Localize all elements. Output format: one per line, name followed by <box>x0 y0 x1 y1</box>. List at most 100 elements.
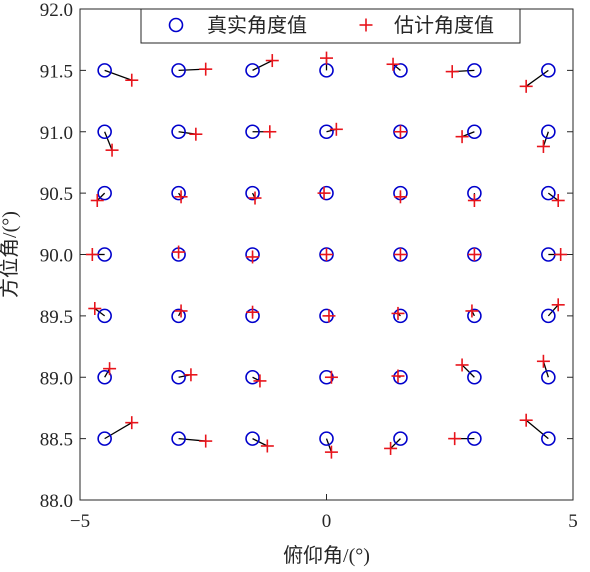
true-point-29 <box>171 308 186 324</box>
error-link-35 <box>104 368 111 378</box>
estimated-point-35 <box>103 362 117 376</box>
true-point-32 <box>393 308 408 324</box>
estimated-point-28 <box>88 302 102 316</box>
estimated-point-6 <box>519 79 533 93</box>
estimated-point-26 <box>467 248 481 261</box>
y-tick-label-7: 91.5 <box>40 61 73 82</box>
estimated-point-22 <box>172 245 186 259</box>
y-tick-label-8: 92.0 <box>40 0 73 21</box>
true-point-20 <box>541 185 556 201</box>
estimated-point-3 <box>320 51 333 65</box>
estimated-point-29 <box>174 304 188 318</box>
y-tick-labels: 88.0 88.5 89.0 89.5 90.0 90.5 91.0 91.5 92.0 <box>40 0 73 512</box>
legend-label-estimated: 估计角度值 <box>394 14 494 37</box>
estimated-point-18 <box>393 190 407 204</box>
true-point-12 <box>467 124 482 140</box>
estimated-point-32 <box>391 306 405 320</box>
error-link-40 <box>461 364 475 378</box>
estimated-point-48 <box>519 413 533 427</box>
x-tick-label-1: 0 <box>322 511 332 532</box>
estimated-point-9 <box>263 125 277 139</box>
estimated-point-10 <box>329 122 343 136</box>
estimated-point-25 <box>393 248 407 261</box>
estimated-point-2 <box>265 54 279 68</box>
true-point-34 <box>541 308 556 324</box>
estimated-point-41 <box>536 354 550 368</box>
estimated-point-1 <box>199 62 213 76</box>
true-point-28 <box>97 308 112 324</box>
true-point-48 <box>541 431 556 446</box>
true-point-43 <box>171 431 186 446</box>
estimated-point-5 <box>445 65 459 79</box>
y-tick-label-0: 88.0 <box>40 491 73 512</box>
x-axis-label: 俯仰角/(°) <box>283 544 370 567</box>
estimated-point-42 <box>125 416 139 430</box>
true-point-35 <box>97 369 112 385</box>
estimated-point-13 <box>536 139 550 153</box>
estimated-point-19 <box>467 193 481 207</box>
true-point-9 <box>245 124 260 140</box>
true-point-2 <box>245 63 260 78</box>
y-tick-label-5: 90.5 <box>40 184 73 205</box>
estimated-point-15 <box>174 190 188 204</box>
estimated-point-17 <box>317 186 331 200</box>
error-link-14 <box>96 192 106 201</box>
legend-box <box>140 8 521 44</box>
estimated-point-45 <box>324 445 338 459</box>
estimated-point-39 <box>391 369 405 383</box>
estimated-point-12 <box>455 130 469 144</box>
error-link-41 <box>542 361 549 378</box>
estimated-point-44 <box>260 439 274 453</box>
estimated-point-0 <box>125 73 139 87</box>
estimated-point-46 <box>384 441 398 455</box>
true-point-41 <box>541 369 556 385</box>
estimated-point-24 <box>320 248 333 261</box>
true-point-33 <box>467 308 482 324</box>
legend-circle-marker <box>168 17 184 33</box>
true-point-7 <box>97 124 112 140</box>
true-point-47 <box>467 431 482 446</box>
estimated-point-31 <box>322 309 336 323</box>
error-link-2 <box>252 59 273 71</box>
true-point-13 <box>541 124 556 140</box>
true-point-40 <box>467 369 482 385</box>
error-link-13 <box>542 131 549 147</box>
estimated-point-27 <box>554 248 568 261</box>
error-link-0 <box>104 69 132 81</box>
estimated-point-16 <box>248 191 262 205</box>
true-point-10 <box>319 124 334 140</box>
true-point-15 <box>171 185 186 201</box>
estimated-angle-points <box>85 51 568 459</box>
estimated-point-34 <box>551 298 565 312</box>
x-tick-label-2: 5 <box>568 511 578 532</box>
error-link-34 <box>547 304 559 317</box>
true-point-42 <box>97 431 112 446</box>
legend: 真实角度值 估计角度值 <box>140 8 521 44</box>
y-tick-label-4: 90.0 <box>40 246 73 267</box>
estimated-point-20 <box>551 193 565 207</box>
error-link-48 <box>525 419 549 440</box>
estimated-point-36 <box>184 368 198 382</box>
true-point-0 <box>97 63 112 78</box>
true-point-16 <box>245 185 260 201</box>
true-point-45 <box>319 431 334 446</box>
estimated-point-8 <box>189 127 203 141</box>
error-link-44 <box>252 438 268 447</box>
true-point-14 <box>97 185 112 201</box>
estimated-point-23 <box>246 250 260 264</box>
estimated-point-7 <box>105 143 119 157</box>
error-link-4 <box>392 63 401 71</box>
true-point-37 <box>245 369 260 385</box>
estimated-point-30 <box>246 305 260 319</box>
y-tick-label-1: 88.5 <box>40 430 73 451</box>
true-point-36 <box>171 369 186 385</box>
y-tick-label-3: 89.5 <box>40 307 73 328</box>
estimated-point-37 <box>253 374 267 388</box>
true-point-4 <box>393 63 408 78</box>
error-link-42 <box>104 422 133 440</box>
estimated-point-40 <box>455 358 469 372</box>
x-tick-label-0: −5 <box>70 511 90 532</box>
true-point-44 <box>245 431 260 446</box>
x-tick-labels: −5 0 5 <box>70 511 578 532</box>
